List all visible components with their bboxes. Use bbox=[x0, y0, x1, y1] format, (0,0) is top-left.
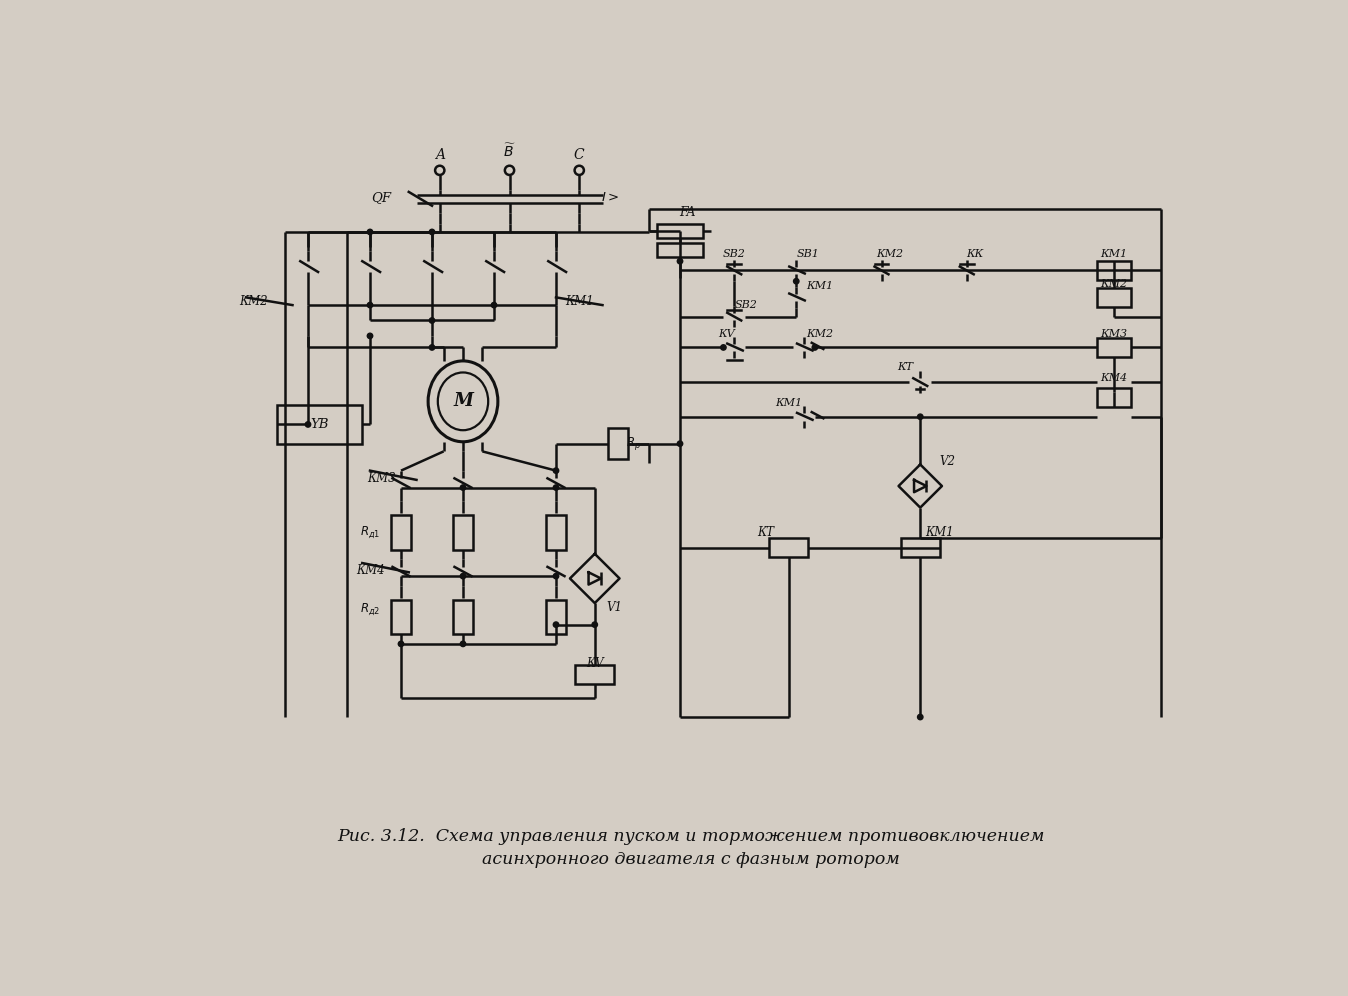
Circle shape bbox=[553, 574, 558, 579]
Bar bbox=[770, 538, 807, 558]
Text: КТ: КТ bbox=[756, 526, 774, 539]
Text: YB: YB bbox=[310, 418, 329, 431]
Text: КМ2: КМ2 bbox=[1100, 279, 1127, 289]
Bar bbox=[576, 665, 615, 684]
Text: КМ1: КМ1 bbox=[775, 397, 802, 408]
Bar bbox=[656, 224, 704, 238]
Text: SB2: SB2 bbox=[735, 300, 758, 310]
Text: асинхронного двигателя с фазным ротором: асинхронного двигателя с фазным ротором bbox=[483, 851, 899, 868]
Bar bbox=[1096, 338, 1131, 357]
Text: FA: FA bbox=[679, 206, 696, 219]
Bar bbox=[453, 600, 473, 634]
Bar bbox=[276, 405, 363, 443]
Circle shape bbox=[367, 334, 372, 339]
Bar bbox=[1096, 261, 1131, 280]
Text: SB2: SB2 bbox=[723, 248, 745, 259]
Bar bbox=[608, 428, 628, 459]
Text: КМ1: КМ1 bbox=[565, 295, 593, 308]
Text: КV: КV bbox=[586, 656, 604, 669]
Bar bbox=[656, 243, 704, 257]
Text: КМ2: КМ2 bbox=[806, 329, 833, 339]
Text: C: C bbox=[574, 148, 585, 162]
Circle shape bbox=[429, 345, 434, 351]
Text: КМ1: КМ1 bbox=[806, 281, 833, 291]
Circle shape bbox=[460, 641, 465, 646]
Text: $\widetilde{B}$: $\widetilde{B}$ bbox=[503, 142, 516, 159]
Bar bbox=[453, 515, 473, 550]
Circle shape bbox=[811, 345, 818, 351]
Circle shape bbox=[429, 229, 434, 235]
Text: $R_{д2}$: $R_{д2}$ bbox=[360, 602, 380, 618]
Text: КМ4: КМ4 bbox=[1100, 374, 1127, 383]
Circle shape bbox=[677, 259, 682, 264]
Text: КМ3: КМ3 bbox=[367, 472, 396, 485]
Text: SB1: SB1 bbox=[797, 248, 820, 259]
Text: КТ: КТ bbox=[896, 362, 913, 372]
Bar bbox=[900, 538, 940, 558]
Circle shape bbox=[721, 345, 727, 351]
Text: М: М bbox=[453, 392, 473, 410]
Circle shape bbox=[918, 414, 923, 419]
Circle shape bbox=[794, 279, 799, 284]
Text: A: A bbox=[435, 148, 445, 162]
Text: $I>$: $I>$ bbox=[601, 191, 619, 204]
Text: КV: КV bbox=[718, 329, 735, 339]
Bar bbox=[546, 515, 566, 550]
Circle shape bbox=[367, 229, 372, 235]
Bar bbox=[391, 600, 411, 634]
Text: QF: QF bbox=[372, 191, 392, 204]
Circle shape bbox=[553, 468, 558, 473]
Bar bbox=[1096, 288, 1131, 307]
Circle shape bbox=[398, 641, 403, 646]
Circle shape bbox=[918, 714, 923, 720]
Text: КМ1: КМ1 bbox=[925, 526, 954, 539]
Bar bbox=[546, 600, 566, 634]
Text: КМ4: КМ4 bbox=[356, 565, 384, 578]
Circle shape bbox=[305, 421, 310, 427]
Text: КМ2: КМ2 bbox=[876, 248, 903, 259]
Bar bbox=[1096, 387, 1131, 407]
Text: $R_{д1}$: $R_{д1}$ bbox=[360, 524, 380, 540]
Circle shape bbox=[553, 622, 558, 627]
Circle shape bbox=[553, 485, 558, 490]
Bar bbox=[391, 515, 411, 550]
Circle shape bbox=[460, 485, 465, 490]
Circle shape bbox=[429, 318, 434, 323]
Text: Рис. 3.12.  Схема управления пуском и торможением противовключением: Рис. 3.12. Схема управления пуском и тор… bbox=[337, 828, 1045, 845]
Circle shape bbox=[367, 303, 372, 308]
Text: $R_р$: $R_р$ bbox=[625, 435, 642, 452]
Text: V1: V1 bbox=[607, 602, 623, 615]
Circle shape bbox=[592, 622, 597, 627]
Circle shape bbox=[460, 574, 465, 579]
Text: КМ2: КМ2 bbox=[240, 295, 268, 308]
Text: КМ1: КМ1 bbox=[1100, 248, 1127, 259]
Ellipse shape bbox=[429, 361, 497, 442]
Text: КК: КК bbox=[967, 248, 983, 259]
Circle shape bbox=[491, 303, 496, 308]
Circle shape bbox=[677, 441, 682, 446]
Text: КМ3: КМ3 bbox=[1100, 329, 1127, 339]
Text: V2: V2 bbox=[940, 455, 956, 468]
